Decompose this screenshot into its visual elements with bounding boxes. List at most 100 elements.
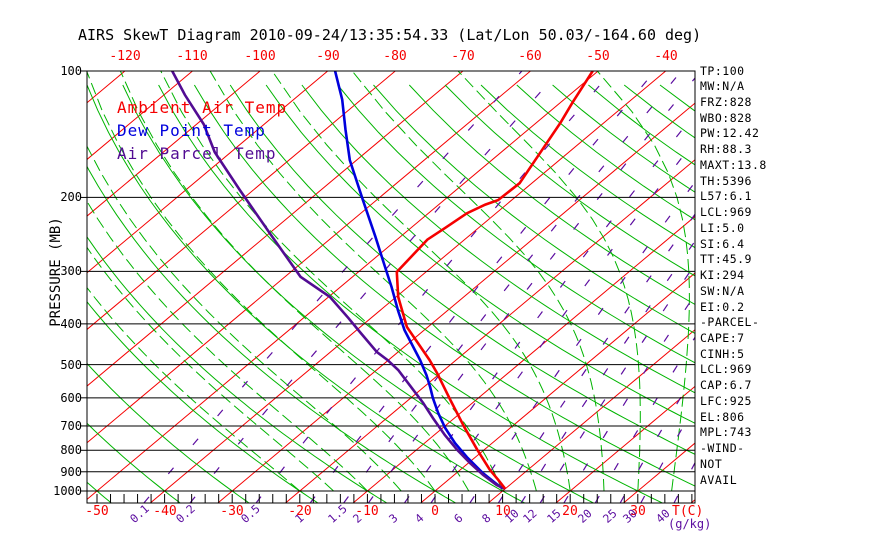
dry-adiabat-line xyxy=(444,84,695,277)
isotherm-line xyxy=(87,71,531,444)
mixing-ratio-line xyxy=(367,77,695,503)
moist-adiabat-line xyxy=(87,71,436,492)
pressure-tick-label: 400 xyxy=(60,317,82,331)
mixing-ratio-line xyxy=(143,71,523,503)
isotherm-line xyxy=(87,71,329,274)
dry-adiabat-line xyxy=(87,422,181,503)
page-title: AIRS SkewT Diagram 2010-09-24/13:35:54.3… xyxy=(78,26,702,44)
stat-line: EI:0.2 xyxy=(700,299,745,314)
bottom-temp-tick-label: -30 xyxy=(220,504,244,519)
stat-line: LCL:969 xyxy=(700,205,752,220)
stat-line: LFC:925 xyxy=(700,393,752,408)
top-temp-tick-label: -100 xyxy=(244,49,276,64)
top-temp-tick-label: -80 xyxy=(383,49,407,64)
temperature-unit-label: T(C) xyxy=(672,504,704,519)
moist-adiabat-line xyxy=(271,71,571,492)
stat-line: PW:12.42 xyxy=(700,126,760,141)
bottom-temp-tick-label: -50 xyxy=(85,504,109,519)
bottom-temp-tick-label: -20 xyxy=(288,504,312,519)
mixing-ratio-line xyxy=(497,213,695,503)
dry-adiabat-line xyxy=(87,362,250,503)
dry-adiabat-line xyxy=(229,84,695,455)
pressure-tick-label: 300 xyxy=(60,264,82,278)
stat-line: AVAIL xyxy=(700,472,738,487)
moist-adiabat-line xyxy=(160,71,504,492)
stat-line: MAXT:13.8 xyxy=(700,157,767,172)
stat-line: L57:6.1 xyxy=(700,189,752,204)
bottom-temp-tick-label: -40 xyxy=(153,504,177,519)
isotherm-line xyxy=(420,272,695,503)
dry-adiabat-line xyxy=(480,84,695,249)
bottom-temp-tick-label: 20 xyxy=(562,504,578,519)
mixing-ratio-line xyxy=(189,71,560,503)
bottom-temp-tick-label: 10 xyxy=(495,504,511,519)
stat-line: RH:88.3 xyxy=(700,142,752,157)
isotherm-line xyxy=(352,215,695,503)
stat-line: KI:294 xyxy=(700,268,745,282)
stat-line: SI:6.4 xyxy=(700,236,745,251)
stat-line: EL:806 xyxy=(700,409,745,424)
bottom-temp-tick-label: -10 xyxy=(355,504,379,519)
pressure-tick-label: 200 xyxy=(60,190,82,204)
stat-line: LCL:969 xyxy=(700,362,752,377)
stat-line: NOT xyxy=(700,456,723,471)
stat-line: MPL:743 xyxy=(700,425,752,440)
stat-line: CAPE:7 xyxy=(700,330,745,345)
stat-line: TT:45.9 xyxy=(700,252,752,267)
moist-adiabat-line xyxy=(209,71,537,492)
stat-line: TP:100 xyxy=(700,63,745,78)
moist-adiabat-line xyxy=(87,246,334,492)
stat-line: WBO:828 xyxy=(700,110,752,125)
dry-adiabat-line xyxy=(87,300,319,503)
moist-adiabat-line xyxy=(457,71,641,492)
curve-dew-point-temp xyxy=(333,71,504,490)
top-temp-tick-label: -110 xyxy=(176,49,208,64)
dry-adiabat-line xyxy=(193,84,695,487)
top-temp-tick-label: -120 xyxy=(109,49,141,64)
pressure-tick-label: 100 xyxy=(60,64,82,78)
isotherm-line xyxy=(555,385,695,503)
dry-adiabat-line xyxy=(87,84,525,503)
stat-line: -PARCEL- xyxy=(700,315,760,330)
legend-dew-point-temp: Dew Point Temp xyxy=(117,121,266,140)
top-temp-tick-label: -60 xyxy=(518,49,542,64)
pressure-tick-label: 500 xyxy=(60,358,82,372)
stat-line: CAP:6.7 xyxy=(700,378,752,393)
moist-adiabat-line xyxy=(87,286,301,492)
stat-line: TH:5396 xyxy=(700,173,752,188)
dry-adiabat-line xyxy=(516,84,695,221)
isotherm-line xyxy=(217,102,695,503)
isotherm-line xyxy=(87,71,396,331)
moist-adiabat-line xyxy=(773,71,870,491)
isotherm-line xyxy=(149,71,667,503)
dry-adiabat-line xyxy=(408,84,695,306)
curve-ambient-air-temp xyxy=(395,71,594,490)
mixing-ratio-unit-label: (g/kg) xyxy=(668,517,712,531)
top-temp-tick-label: -40 xyxy=(654,49,678,64)
mixing-ratio-line xyxy=(520,240,695,503)
dry-adiabat-line xyxy=(337,84,695,364)
moist-adiabat-line xyxy=(351,71,605,492)
dry-adiabat-line xyxy=(122,84,594,503)
stat-line: -WIND- xyxy=(700,441,745,455)
mixing-ratio-line xyxy=(309,71,656,503)
stat-line: MW:N/A xyxy=(700,79,745,94)
moist-adiabat-line xyxy=(87,145,402,492)
pressure-tick-label: 1000 xyxy=(53,484,82,498)
pressure-tick-label: 700 xyxy=(60,419,82,433)
stat-line: FRZ:828 xyxy=(700,95,752,109)
legend-ambient-air-temp: Ambient Air Temp xyxy=(117,98,288,117)
plot-border xyxy=(86,70,696,504)
legend-air-parcel-temp: Air Parcel Temp xyxy=(117,144,277,163)
dry-adiabat-line xyxy=(373,84,695,335)
dry-adiabat-line xyxy=(265,84,695,424)
stat-line: CINH:5 xyxy=(700,346,745,361)
isotherm-line xyxy=(87,71,193,161)
top-temp-tick-label: -90 xyxy=(316,49,340,64)
dry-adiabat-line xyxy=(301,84,695,394)
moist-adiabat-line xyxy=(87,200,368,492)
isotherm-line xyxy=(87,71,261,217)
isotherm-line xyxy=(87,71,464,387)
